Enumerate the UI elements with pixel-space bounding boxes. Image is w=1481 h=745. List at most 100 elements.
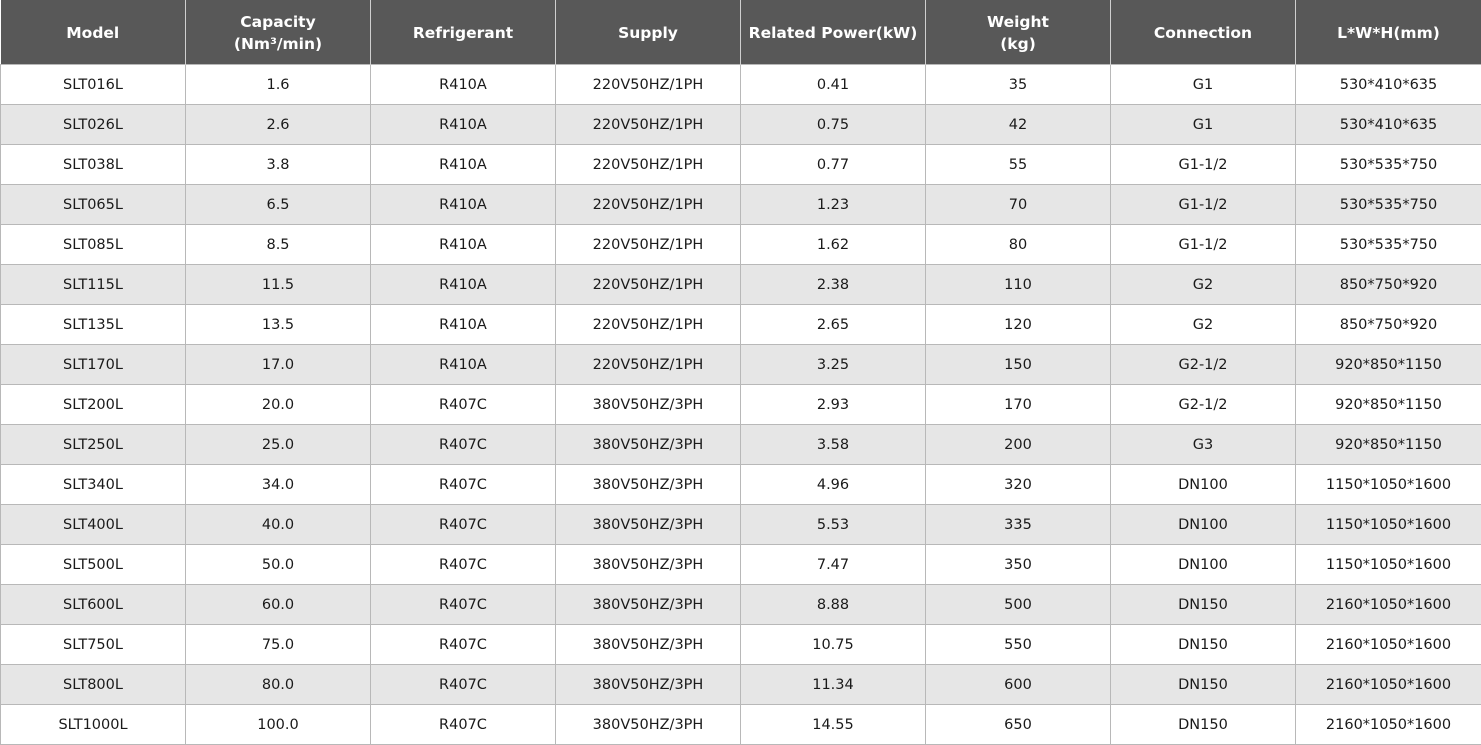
cell-model: SLT038L [0,144,186,185]
cell-dimensions: 1150*1050*1600 [1295,544,1481,585]
cell-supply: 380V50HZ/3PH [555,664,741,705]
cell-refrigerant: R407C [370,584,556,625]
cell-supply: 220V50HZ/1PH [555,184,741,225]
cell-supply: 220V50HZ/1PH [555,104,741,145]
cell-connection: G1 [1110,104,1296,145]
cell-weight: 335 [925,504,1111,545]
cell-supply: 220V50HZ/1PH [555,304,741,345]
cell-model: SLT340L [0,464,186,505]
cell-weight: 600 [925,664,1111,705]
cell-related-power: 14.55 [740,704,926,745]
column-header-text: Refrigerant [412,23,514,42]
cell-related-power: 11.34 [740,664,926,705]
cell-model: SLT200L [0,384,186,425]
cell-dimensions: 1150*1050*1600 [1295,464,1481,505]
cell-capacity: 8.5 [185,224,371,265]
cell-related-power: 3.25 [740,344,926,385]
cell-connection: DN100 [1110,464,1296,505]
table-row: SLT016L 1.6 R410A 220V50HZ/1PH 0.41 35 G1 530*4… [0,64,1481,105]
cell-related-power: 4.96 [740,464,926,505]
cell-capacity: 6.5 [185,184,371,225]
table-body: SLT016L 1.6 R410A 220V50HZ/1PH 0.41 35 G1 530*4… [0,64,1481,745]
cell-refrigerant: R410A [370,344,556,385]
cell-dimensions: 530*535*750 [1295,224,1481,265]
cell-model: SLT1000L [0,704,186,745]
table-row: SLT170L 17.0 R410A 220V50HZ/1PH 3.25 150 G2-1/… [0,344,1481,385]
cell-dimensions: 530*535*750 [1295,144,1481,185]
cell-supply: 220V50HZ/1PH [555,224,741,265]
column-header-text: (Nm³/min) [233,34,323,53]
table-row: SLT1000L 100.0 R407C 380V50HZ/3PH 14.55 650 DN… [0,704,1481,745]
cell-dimensions: 920*850*1150 [1295,424,1481,465]
table-row: SLT135L 13.5 R410A 220V50HZ/1PH 2.65 120 G2 850… [0,304,1481,345]
cell-refrigerant: R410A [370,64,556,105]
cell-model: SLT500L [0,544,186,585]
cell-dimensions: 530*410*635 [1295,104,1481,145]
table-row: SLT800L 80.0 R407C 380V50HZ/3PH 11.34 600 DN15… [0,664,1481,705]
cell-connection: G2 [1110,304,1296,345]
cell-connection: G1 [1110,64,1296,105]
cell-related-power: 0.41 [740,64,926,105]
cell-capacity: 34.0 [185,464,371,505]
cell-model: SLT800L [0,664,186,705]
column-header-text: Model [66,23,120,42]
table-row: SLT065L 6.5 R410A 220V50HZ/1PH 1.23 70 G1-1/2 5… [0,184,1481,225]
cell-model: SLT170L [0,344,186,385]
table-row: SLT600L 60.0 R407C 380V50HZ/3PH 8.88 500 DN150… [0,584,1481,625]
cell-supply: 220V50HZ/1PH [555,144,741,185]
cell-supply: 380V50HZ/3PH [555,464,741,505]
cell-capacity: 11.5 [185,264,371,305]
cell-model: SLT750L [0,624,186,665]
column-header-text: Weight [987,12,1049,31]
cell-weight: 150 [925,344,1111,385]
cell-supply: 380V50HZ/3PH [555,704,741,745]
cell-connection: G2-1/2 [1110,384,1296,425]
cell-refrigerant: R407C [370,424,556,465]
cell-dimensions: 2160*1050*1600 [1295,664,1481,705]
cell-supply: 220V50HZ/1PH [555,264,741,305]
cell-related-power: 0.75 [740,104,926,145]
column-header-text: Capacity [240,12,316,31]
cell-dimensions: 530*410*635 [1295,64,1481,105]
cell-related-power: 5.53 [740,504,926,545]
cell-refrigerant: R410A [370,304,556,345]
cell-refrigerant: R410A [370,224,556,265]
cell-capacity: 1.6 [185,64,371,105]
cell-model: SLT016L [0,64,186,105]
cell-related-power: 2.65 [740,304,926,345]
cell-capacity: 80.0 [185,664,371,705]
cell-refrigerant: R407C [370,504,556,545]
cell-weight: 170 [925,384,1111,425]
cell-dimensions: 1150*1050*1600 [1295,504,1481,545]
cell-refrigerant: R407C [370,464,556,505]
column-header-model: Model [0,0,186,65]
cell-capacity: 2.6 [185,104,371,145]
cell-refrigerant: R410A [370,264,556,305]
cell-refrigerant: R407C [370,624,556,665]
cell-weight: 650 [925,704,1111,745]
table-header: Model Capacity (Nm³/min) Refrigerant Supply R… [0,0,1481,65]
table-row: SLT340L 34.0 R407C 380V50HZ/3PH 4.96 320 DN100… [0,464,1481,505]
cell-connection: G2-1/2 [1110,344,1296,385]
cell-connection: DN100 [1110,544,1296,585]
cell-supply: 380V50HZ/3PH [555,624,741,665]
cell-model: SLT115L [0,264,186,305]
cell-dimensions: 2160*1050*1600 [1295,584,1481,625]
cell-dimensions: 850*750*920 [1295,304,1481,345]
column-header-supply: Supply [555,0,741,65]
cell-capacity: 25.0 [185,424,371,465]
cell-related-power: 2.93 [740,384,926,425]
cell-weight: 110 [925,264,1111,305]
cell-model: SLT026L [0,104,186,145]
cell-weight: 35 [925,64,1111,105]
cell-weight: 500 [925,584,1111,625]
cell-refrigerant: R407C [370,384,556,425]
cell-capacity: 40.0 [185,504,371,545]
cell-related-power: 0.77 [740,144,926,185]
cell-refrigerant: R407C [370,544,556,585]
table-row: SLT115L 11.5 R410A 220V50HZ/1PH 2.38 110 G2 850… [0,264,1481,305]
table-row: SLT400L 40.0 R407C 380V50HZ/3PH 5.53 335 DN100… [0,504,1481,545]
cell-supply: 380V50HZ/3PH [555,504,741,545]
cell-connection: DN150 [1110,704,1296,745]
cell-capacity: 13.5 [185,304,371,345]
